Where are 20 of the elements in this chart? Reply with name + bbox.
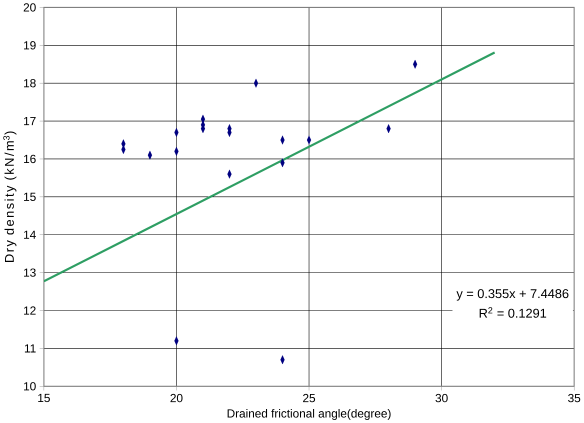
annotation: y = 0.355x + 7.4486 xyxy=(456,289,568,301)
x-tick-label: 15 xyxy=(38,394,50,402)
x-tick-label: 35 xyxy=(568,394,580,402)
x-axis-title: Drained frictional angle(degree) xyxy=(228,408,391,420)
y-tick-label: 10 xyxy=(24,382,36,390)
y-tick-label: 17 xyxy=(24,116,36,126)
y-tick-label: 12 xyxy=(24,306,36,315)
y-tick-label: 14 xyxy=(24,230,36,239)
y-tick-label: 18 xyxy=(24,78,36,88)
y-tick-label: 16 xyxy=(24,154,36,164)
y-axis-title: Dry density (kN/m$^{3}$) xyxy=(3,131,16,262)
x-tick-label: 25 xyxy=(303,394,316,402)
y-tick-label: 19 xyxy=(24,41,36,50)
y-tick-label: 15 xyxy=(24,192,36,201)
y-tick-label: 13 xyxy=(24,268,36,277)
annotation: R$^{2}$ = 0.1291 xyxy=(480,307,546,318)
y-tick-label: 11 xyxy=(24,344,36,352)
x-tick-label: 30 xyxy=(436,394,448,402)
x-tick-label: 20 xyxy=(170,394,183,402)
y-tick-label: 20 xyxy=(24,3,36,12)
